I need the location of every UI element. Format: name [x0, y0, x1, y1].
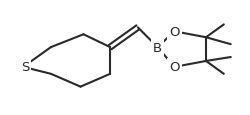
Text: O: O: [169, 26, 180, 39]
Text: S: S: [21, 61, 29, 74]
Text: B: B: [153, 41, 162, 54]
Text: O: O: [169, 61, 180, 74]
